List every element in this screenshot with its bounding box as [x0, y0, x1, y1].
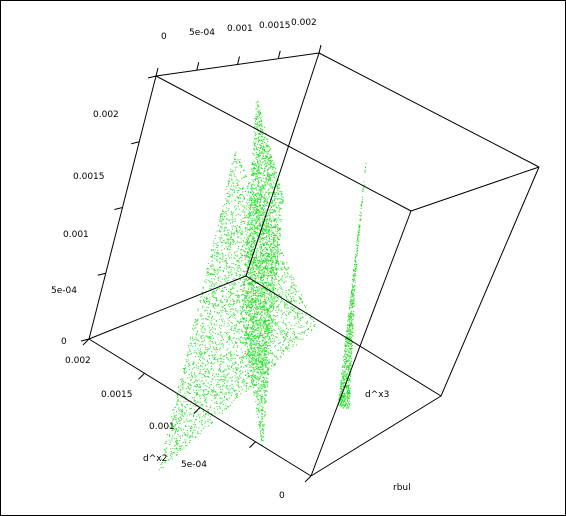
- tick-mark: [114, 207, 123, 210]
- tick-mark: [131, 141, 140, 145]
- left-axis-tick-label: 5e-04: [51, 286, 77, 296]
- box-edge: [245, 52, 320, 277]
- tick-mark: [196, 62, 200, 71]
- front-axis-tick-label: 0.001: [149, 422, 175, 432]
- tick-mark: [277, 50, 281, 59]
- tick-mark: [80, 338, 90, 342]
- front-axis-tick-label: 5e-04: [181, 460, 207, 470]
- top-axis-tick-label: 0.0015: [259, 21, 291, 31]
- surface-points: [241, 100, 284, 446]
- tick-mark: [304, 475, 312, 483]
- left-axis-tick-label: 0.001: [63, 230, 89, 240]
- tick-mark: [138, 372, 145, 380]
- points-layer: [158, 100, 367, 471]
- tick-mark: [155, 67, 159, 77]
- right-axis-label: d^x3: [365, 390, 389, 400]
- front-axis-tick-label: 0.002: [65, 356, 91, 366]
- box-edge: [310, 210, 412, 477]
- surface-points: [158, 151, 316, 471]
- left-axis-tick-label: 0.0015: [73, 172, 105, 182]
- top-axis-tick-label: 0.001: [227, 24, 253, 34]
- front-axis-tick-label: 0: [279, 491, 285, 501]
- surface-series-1: [158, 151, 316, 471]
- surface-points: [337, 162, 367, 409]
- tick-mark: [318, 44, 322, 54]
- tick-marks: [80, 44, 322, 483]
- top-axis-tick-label: 0.002: [291, 18, 317, 28]
- top-axis-tick-label: 5e-04: [189, 28, 215, 38]
- box-edge: [410, 166, 540, 212]
- box-edge: [88, 275, 247, 340]
- box-edge: [310, 395, 442, 477]
- front-axis-tick-label: 0.0015: [101, 390, 133, 400]
- top-axis-tick-label: 0: [161, 32, 167, 42]
- right-axis-label: rbul: [393, 483, 411, 493]
- tick-mark: [82, 338, 90, 346]
- box-edge: [318, 52, 540, 168]
- tick-mark: [193, 407, 201, 414]
- box-edge: [245, 275, 442, 397]
- box-edge: [440, 166, 540, 397]
- box-edges: [88, 52, 540, 477]
- surface-series-2: [241, 100, 284, 446]
- front-axis-title: d^x2: [143, 454, 167, 464]
- tick-mark: [249, 441, 256, 449]
- surface-series-3: [337, 162, 367, 409]
- tick-mark: [97, 272, 106, 276]
- left-axis-tick-label: 0: [61, 337, 67, 347]
- left-axis-tick-label: 0.002: [93, 110, 119, 120]
- tick-mark: [237, 56, 240, 65]
- tick-mark: [147, 75, 157, 79]
- box-edge: [155, 75, 412, 212]
